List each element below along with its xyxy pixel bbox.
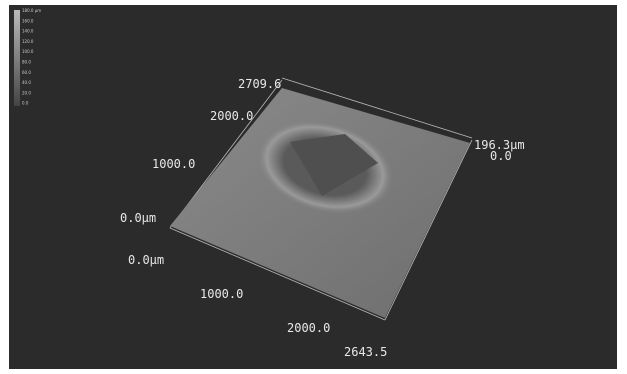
- color-bar-label: 80.0: [22, 60, 31, 65]
- color-bar-label: 160.0: [22, 18, 34, 23]
- y-label: 1000.0: [152, 157, 195, 171]
- color-bar-label: 120.0: [22, 39, 34, 44]
- color-bar-label: 20.0: [22, 90, 31, 95]
- color-bar-label: 180.0 μm: [22, 8, 41, 13]
- y-label: 2709.6: [238, 77, 281, 91]
- page: 180.0 μm 160.0 140.0 120.0 100.0 80.0 60.0 40.0…: [0, 0, 627, 374]
- y-label: 2000.0: [210, 109, 253, 123]
- x-label: 0.0μm: [128, 253, 164, 267]
- x-label: 2643.5: [344, 345, 387, 359]
- z-label: 0.0: [490, 149, 512, 163]
- color-bar-label: 0.0: [22, 101, 29, 106]
- color-bar-label: 100.0: [22, 49, 34, 54]
- color-bar-label: 140.0: [22, 29, 34, 34]
- x-label: 2000.0: [287, 321, 330, 335]
- color-bar-label: 40.0: [22, 80, 31, 85]
- viewer: 180.0 μm 160.0 140.0 120.0 100.0 80.0 60.0 40.0…: [0, 0, 627, 374]
- color-bar: [14, 10, 20, 106]
- y-label: 0.0μm: [120, 211, 156, 225]
- color-bar-label: 60.0: [22, 70, 31, 75]
- x-label: 1000.0: [200, 287, 243, 301]
